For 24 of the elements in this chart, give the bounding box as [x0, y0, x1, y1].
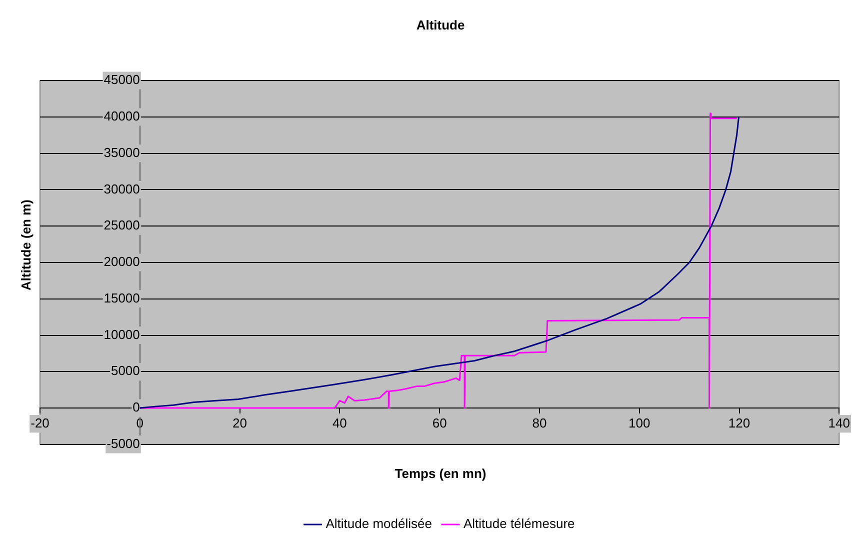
y-tick-label: 0 [132, 400, 140, 415]
x-tick-label: 80 [532, 415, 547, 430]
y-tick-label: 20000 [104, 254, 140, 270]
y-tick-label: 15000 [104, 290, 140, 306]
y-tick-label: -5000 [106, 436, 140, 451]
y-tick-label: 5000 [110, 363, 140, 378]
y-tick-label: 40000 [104, 108, 140, 124]
y-tick-label: 10000 [104, 326, 140, 342]
y-tick-label: 25000 [104, 218, 140, 233]
x-tick-label: 60 [432, 415, 447, 430]
x-tick-label: 120 [728, 415, 750, 430]
y-tick-label: 45000 [104, 72, 140, 88]
legend-label: Altitude télémesure [463, 516, 575, 532]
legend-label: Altitude modélisée [326, 516, 432, 532]
x-axis-title: Temps (en mn) [394, 466, 486, 481]
x-tick-label: -20 [30, 415, 50, 430]
y-axis-title: Altitude (en m) [18, 200, 34, 290]
y-tick-label: 35000 [104, 144, 140, 160]
x-tick-label: 140 [828, 415, 850, 430]
x-tick-label: 40 [332, 415, 347, 430]
chart-title: Altitude [416, 17, 465, 32]
x-tick-label: 20 [232, 415, 248, 430]
x-tick-label: 100 [628, 415, 650, 430]
y-tick-label: 30000 [104, 181, 140, 196]
